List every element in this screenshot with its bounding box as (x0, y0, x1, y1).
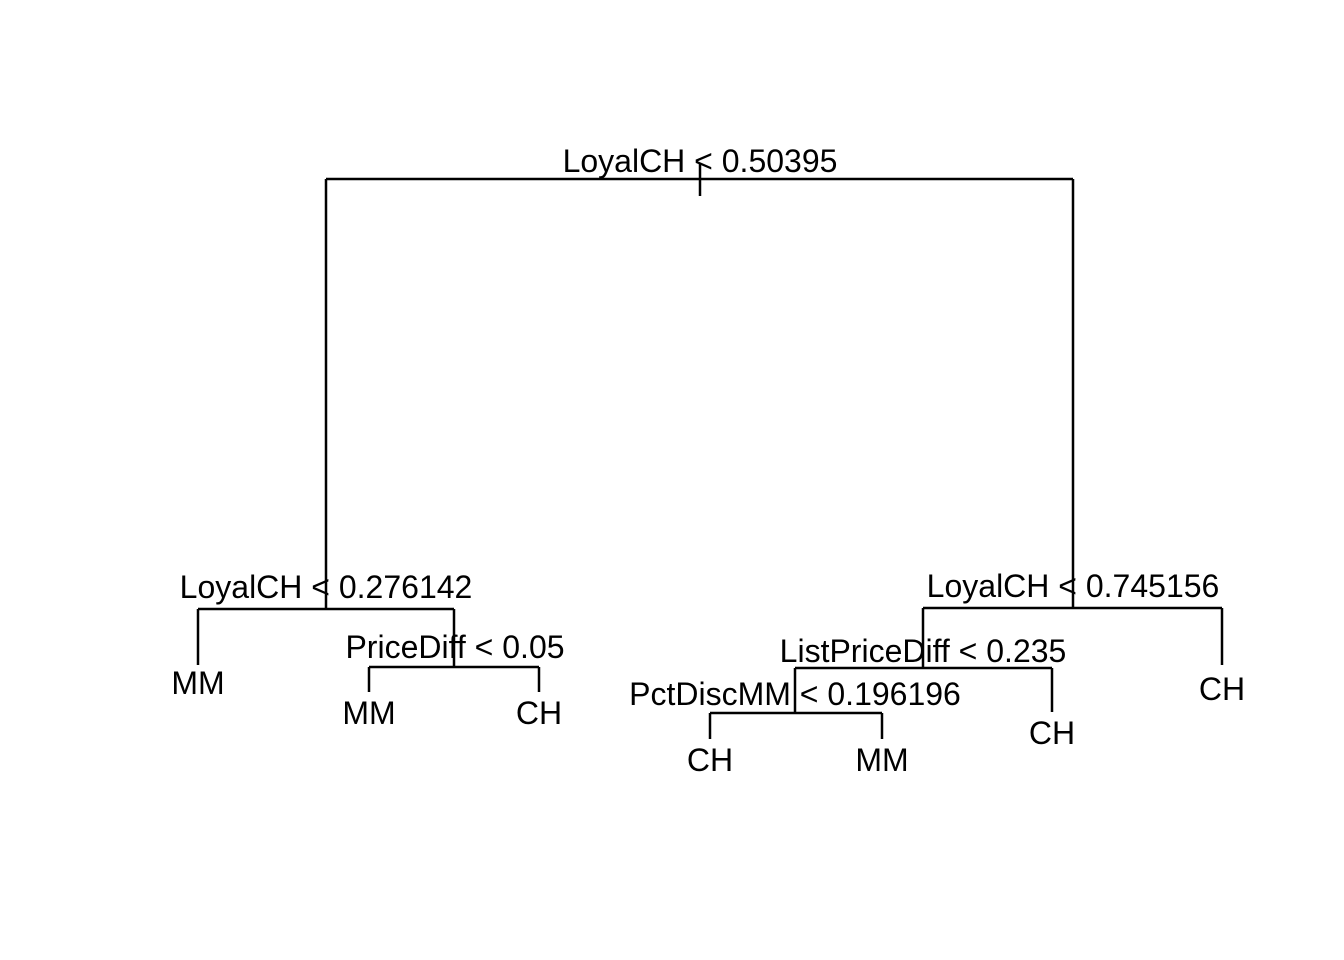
leaf-label-mm-1: MM (171, 665, 224, 701)
split-label-root: LoyalCH < 0.50395 (563, 143, 838, 179)
leaf-label-ch-4: CH (1199, 671, 1245, 707)
leaf-label-mm-2: MM (342, 695, 395, 731)
leaf-label-ch-2: CH (687, 742, 733, 778)
split-label-pricediff: PriceDiff < 0.05 (345, 629, 564, 665)
leaf-label-ch-1: CH (516, 695, 562, 731)
leaf-label-ch-3: CH (1029, 715, 1075, 751)
split-label-loyalch-high: LoyalCH < 0.745156 (927, 568, 1220, 604)
split-label-listpricediff: ListPriceDiff < 0.235 (780, 633, 1067, 669)
split-label-pctdiscmm: PctDiscMM < 0.196196 (629, 676, 961, 712)
split-label-loyalch-low: LoyalCH < 0.276142 (180, 569, 473, 605)
leaf-label-mm-3: MM (855, 742, 908, 778)
